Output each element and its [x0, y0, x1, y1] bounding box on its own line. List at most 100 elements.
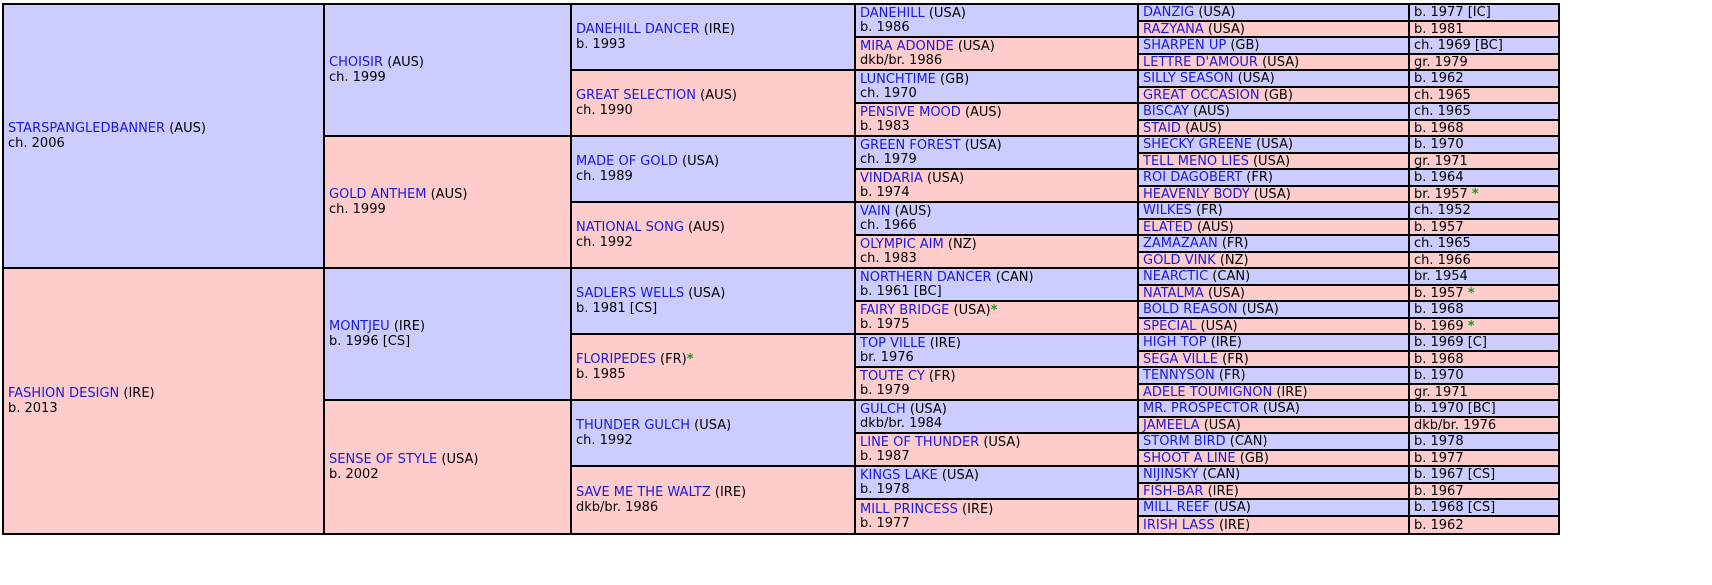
- horse-name-link[interactable]: FAIRY BRIDGE: [860, 302, 950, 318]
- info-line: dkb/br. 1976: [1414, 418, 1554, 432]
- horse-info: b. 1985: [576, 367, 626, 382]
- info-line: b. 1968 [CS]: [1414, 500, 1554, 515]
- info-line: b. 1969 [C]: [1414, 335, 1554, 350]
- horse-name-link[interactable]: VAIN: [860, 203, 891, 219]
- ancestor-name-cell: STAID (AUS): [1139, 121, 1410, 137]
- horse-name-link[interactable]: FASHION DESIGN: [8, 386, 120, 401]
- horse-name-link[interactable]: HIGH TOP: [1143, 335, 1207, 350]
- horse-info: gr. 1971: [1414, 154, 1468, 169]
- horse-name-link[interactable]: FLORIPEDES: [576, 352, 656, 367]
- horse-name-link[interactable]: JAMEELA: [1143, 418, 1200, 433]
- ancestor-cell: SADLERS WELLS (USA) b. 1981 [CS]: [572, 269, 856, 335]
- horse-name-link[interactable]: LETTRE D'AMOUR: [1143, 55, 1258, 70]
- horse-name-link[interactable]: NATALMA: [1143, 286, 1204, 301]
- horse-name-link[interactable]: SEGA VILLE: [1143, 352, 1218, 367]
- horse-name-link[interactable]: BOLD REASON: [1143, 302, 1238, 317]
- horse-name-link[interactable]: SHOOT A LINE: [1143, 451, 1236, 466]
- horse-name-link[interactable]: TOUTE CY: [860, 368, 925, 384]
- ancestor-cell: PENSIVE MOOD (AUS) b. 1983: [856, 104, 1139, 137]
- horse-name-link[interactable]: DANEHILL DANCER: [576, 22, 700, 37]
- horse-name-link[interactable]: FISH-BAR: [1143, 484, 1204, 499]
- country-code: (AUS): [1185, 121, 1222, 136]
- info-line: b. 1977 [IC]: [1414, 5, 1554, 20]
- ancestor-name-cell: BISCAY (AUS): [1139, 104, 1410, 121]
- horse-name-link[interactable]: RAZYANA: [1143, 22, 1204, 37]
- horse-name-link[interactable]: DANEHILL: [860, 5, 925, 21]
- horse-name-link[interactable]: SHARPEN UP: [1143, 38, 1227, 53]
- ancestor-cell: NATIONAL SONG (AUS) ch. 1992: [572, 203, 856, 269]
- ancestor-cell: TOP VILLE (IRE) br. 1976: [856, 335, 1139, 368]
- horse-name-link[interactable]: MILL REEF: [1143, 500, 1210, 515]
- horse-name-link[interactable]: NATIONAL SONG: [576, 220, 684, 235]
- horse-name-link[interactable]: GOLD ANTHEM: [329, 187, 427, 202]
- horse-name-link[interactable]: IRISH LASS: [1143, 517, 1215, 533]
- horse-name-link[interactable]: GREAT SELECTION: [576, 88, 697, 103]
- horse-name-link[interactable]: SHECKY GREENE: [1143, 137, 1252, 152]
- country-code: (FR): [1221, 236, 1249, 251]
- horse-name-link[interactable]: NIJINSKY: [1143, 467, 1199, 482]
- horse-name-link[interactable]: LUNCHTIME: [860, 71, 936, 87]
- horse-info: dkb/br. 1984: [860, 415, 943, 431]
- horse-name-link[interactable]: TELL MENO LIES: [1143, 154, 1249, 169]
- ancestor-info-cell: gr. 1971: [1410, 154, 1558, 170]
- info-line: b. 1962: [1414, 518, 1554, 533]
- horse-name-link[interactable]: GREEN FOREST: [860, 137, 961, 153]
- horse-name-link[interactable]: STARSPANGLEDBANNER: [8, 121, 166, 136]
- horse-name-link[interactable]: THUNDER GULCH: [576, 418, 691, 433]
- horse-name-link[interactable]: ADELE TOUMIGNON: [1143, 385, 1273, 400]
- horse-name-link[interactable]: MADE OF GOLD: [576, 154, 678, 169]
- info-line: b. 1977: [1414, 451, 1554, 465]
- country-code: (AUS): [1193, 104, 1230, 119]
- horse-name-link[interactable]: CHOISIR: [329, 55, 384, 70]
- horse-name-link[interactable]: ZAMAZAAN: [1143, 236, 1218, 251]
- horse-name-link[interactable]: SENSE OF STYLE: [329, 452, 438, 467]
- horse-info: b. 1962: [1414, 71, 1464, 86]
- horse-info: gr. 1971: [1414, 385, 1468, 400]
- horse-name-link[interactable]: ROI DAGOBERT: [1143, 170, 1243, 185]
- ancestor-line: WILKES (FR): [1143, 203, 1404, 218]
- info-line: ch. 1969 [BC]: [1414, 38, 1554, 53]
- country-code: (USA): [909, 401, 947, 417]
- horse-name-link[interactable]: MONTJEU: [329, 319, 390, 334]
- horse-name-link[interactable]: BISCAY: [1143, 104, 1189, 119]
- info-line: gr. 1971: [1414, 385, 1554, 400]
- horse-name-link[interactable]: ELATED: [1143, 220, 1193, 235]
- info-line: b. 1962: [1414, 71, 1554, 86]
- horse-name-link[interactable]: WILKES: [1143, 203, 1192, 218]
- ancestor-line: GOLD VINK (NZ): [1143, 253, 1404, 268]
- country-code: (GB): [1263, 88, 1293, 103]
- horse-name-link[interactable]: STAID: [1143, 121, 1181, 136]
- horse-name-link[interactable]: SAVE ME THE WALTZ: [576, 485, 711, 500]
- horse-info: ch. 1966: [1414, 253, 1471, 268]
- horse-name-link[interactable]: VINDARIA: [860, 170, 923, 186]
- horse-name-link[interactable]: SPECIAL: [1143, 319, 1197, 334]
- horse-name-link[interactable]: GOLD VINK: [1143, 253, 1216, 268]
- horse-info: ch. 1992: [576, 235, 633, 250]
- horse-name-link[interactable]: MR. PROSPECTOR: [1143, 401, 1259, 416]
- ancestor-name-cell: DANZIG (USA): [1139, 5, 1410, 22]
- horse-name-link[interactable]: MILL PRINCESS: [860, 501, 958, 517]
- horse-name-link[interactable]: TOP VILLE: [860, 335, 926, 351]
- horse-name-link[interactable]: MIRA ADONDE: [860, 38, 954, 54]
- horse-name-link[interactable]: GULCH: [860, 401, 906, 417]
- info-line: br. 1957 *: [1414, 187, 1554, 201]
- horse-name-link[interactable]: SILLY SEASON: [1143, 71, 1234, 86]
- horse-name-link[interactable]: LINE OF THUNDER: [860, 434, 980, 450]
- horse-name-link[interactable]: PENSIVE MOOD: [860, 104, 961, 120]
- ancestor-line: MADE OF GOLD (USA): [576, 154, 850, 169]
- horse-name-link[interactable]: STORM BIRD: [1143, 434, 1226, 449]
- horse-name-link[interactable]: GREAT OCCASION: [1143, 88, 1260, 103]
- ancestor-line: DANEHILL (USA): [860, 5, 1133, 21]
- horse-name-link[interactable]: KINGS LAKE: [860, 467, 938, 483]
- horse-name-link[interactable]: HEAVENLY BODY: [1143, 187, 1250, 202]
- country-code: (FR): [928, 368, 956, 384]
- horse-name-link[interactable]: OLYMPIC AIM: [860, 236, 944, 252]
- horse-name-link[interactable]: NEARCTIC: [1143, 269, 1209, 284]
- horse-name-link[interactable]: DANZIG: [1143, 5, 1195, 20]
- country-code: (CAN): [1212, 269, 1251, 284]
- horse-name-link[interactable]: TENNYSON: [1143, 368, 1215, 383]
- ancestor-line: NATIONAL SONG (AUS): [576, 220, 850, 235]
- horse-name-link[interactable]: NORTHERN DANCER: [860, 269, 992, 285]
- ancestor-info-cell: b. 1969 [C]: [1410, 335, 1558, 352]
- horse-name-link[interactable]: SADLERS WELLS: [576, 286, 685, 301]
